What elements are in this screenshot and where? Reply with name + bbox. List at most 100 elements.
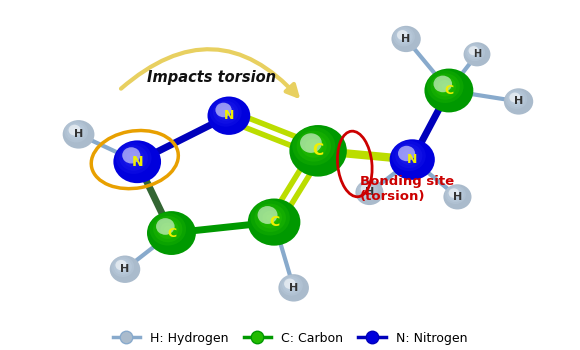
Circle shape xyxy=(405,153,412,159)
Circle shape xyxy=(122,147,140,163)
Text: H: H xyxy=(514,97,523,106)
Circle shape xyxy=(113,140,161,183)
Circle shape xyxy=(448,188,459,198)
Circle shape xyxy=(447,187,464,202)
Circle shape xyxy=(258,206,277,224)
Circle shape xyxy=(463,42,491,66)
Circle shape xyxy=(223,110,229,115)
Circle shape xyxy=(111,257,134,277)
Circle shape xyxy=(357,181,378,199)
Circle shape xyxy=(251,200,290,236)
Text: H: H xyxy=(121,264,129,274)
Circle shape xyxy=(512,95,521,103)
Circle shape xyxy=(285,279,298,292)
Circle shape xyxy=(118,262,127,271)
Circle shape xyxy=(248,198,300,246)
Circle shape xyxy=(359,183,376,198)
Circle shape xyxy=(296,131,331,162)
Circle shape xyxy=(433,76,452,92)
Circle shape xyxy=(116,142,151,174)
Circle shape xyxy=(150,213,186,246)
Circle shape xyxy=(509,92,520,103)
FancyArrowPatch shape xyxy=(121,49,297,96)
Text: N: N xyxy=(407,153,418,166)
Circle shape xyxy=(284,279,296,289)
Circle shape xyxy=(278,274,309,302)
Text: C: C xyxy=(313,143,324,158)
Circle shape xyxy=(156,218,175,235)
Circle shape xyxy=(213,101,238,124)
Text: H: H xyxy=(401,34,411,44)
Circle shape xyxy=(510,93,523,105)
Circle shape xyxy=(130,155,137,161)
Text: H: H xyxy=(74,130,83,139)
Circle shape xyxy=(258,207,282,229)
Circle shape xyxy=(438,80,452,93)
Circle shape xyxy=(363,187,372,194)
Circle shape xyxy=(425,69,473,112)
Legend: H: Hydrogen, C: Carbon, N: Nitrogen: H: Hydrogen, C: Carbon, N: Nitrogen xyxy=(108,327,472,350)
Circle shape xyxy=(365,188,369,192)
Circle shape xyxy=(209,98,242,127)
Circle shape xyxy=(392,26,420,52)
Circle shape xyxy=(392,141,426,171)
Circle shape xyxy=(119,145,148,171)
Circle shape xyxy=(289,284,293,287)
Circle shape xyxy=(395,144,422,168)
Circle shape xyxy=(465,43,485,61)
Circle shape xyxy=(467,45,483,60)
Circle shape xyxy=(255,204,286,232)
Circle shape xyxy=(473,50,477,54)
Circle shape xyxy=(505,89,527,109)
Circle shape xyxy=(356,180,383,205)
Circle shape xyxy=(64,121,88,142)
Circle shape xyxy=(67,123,86,140)
Circle shape xyxy=(68,125,81,135)
Text: C: C xyxy=(269,215,279,229)
Circle shape xyxy=(400,33,408,41)
Circle shape xyxy=(451,191,459,198)
Text: Impacts torsion: Impacts torsion xyxy=(147,70,276,85)
Circle shape xyxy=(514,97,519,101)
Text: C: C xyxy=(444,84,454,97)
Circle shape xyxy=(508,91,525,107)
Circle shape xyxy=(69,125,84,138)
Circle shape xyxy=(504,88,533,114)
Circle shape xyxy=(398,146,415,161)
Circle shape xyxy=(153,216,183,242)
Circle shape xyxy=(115,260,127,270)
Circle shape xyxy=(395,29,413,44)
Circle shape xyxy=(208,97,251,135)
Circle shape xyxy=(282,277,300,294)
Circle shape xyxy=(114,259,132,275)
Circle shape xyxy=(123,148,144,168)
Circle shape xyxy=(266,214,274,221)
Circle shape xyxy=(116,261,129,273)
Circle shape xyxy=(164,226,172,232)
Circle shape xyxy=(63,120,95,149)
Text: H: H xyxy=(365,188,374,197)
Circle shape xyxy=(449,189,462,200)
Circle shape xyxy=(361,184,371,194)
Circle shape xyxy=(74,130,78,134)
Circle shape xyxy=(147,211,196,255)
Circle shape xyxy=(300,133,322,153)
Text: N: N xyxy=(132,155,143,169)
Circle shape xyxy=(390,139,435,180)
Circle shape xyxy=(219,106,232,118)
Circle shape xyxy=(289,125,347,176)
Circle shape xyxy=(397,30,408,40)
Text: H: H xyxy=(473,49,481,59)
Circle shape xyxy=(292,127,335,166)
Circle shape xyxy=(280,275,303,296)
Circle shape xyxy=(397,31,411,42)
Circle shape xyxy=(430,74,460,100)
Circle shape xyxy=(402,35,406,38)
Text: C: C xyxy=(167,226,176,239)
Text: H: H xyxy=(289,283,298,293)
Circle shape xyxy=(427,70,463,103)
Circle shape xyxy=(393,27,415,47)
Circle shape xyxy=(469,46,478,55)
Circle shape xyxy=(126,152,141,164)
Circle shape xyxy=(434,77,456,96)
